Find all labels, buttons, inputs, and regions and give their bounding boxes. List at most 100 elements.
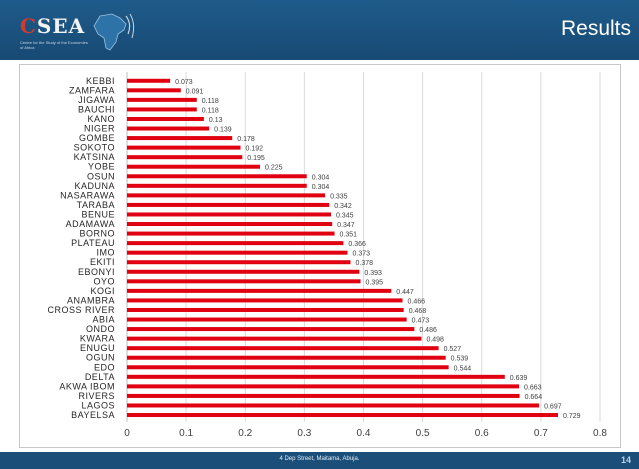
bar (127, 202, 330, 207)
category-label: JIGAWA (78, 95, 115, 105)
bar (127, 126, 210, 131)
category-label: ENUGU (80, 343, 115, 353)
category-label: GOMBE (79, 133, 115, 143)
value-label: 0.091 (186, 88, 204, 95)
value-label: 0.539 (451, 356, 469, 363)
category-label: ONDO (86, 324, 115, 334)
bars (127, 78, 559, 418)
bar (127, 145, 241, 150)
category-label: CROSS RIVER (47, 305, 115, 315)
category-label: OYO (93, 276, 115, 286)
category-label: BAUCHI (78, 104, 115, 114)
value-label: 0.447 (396, 289, 414, 296)
bar (127, 222, 333, 227)
category-label: EBONYI (78, 267, 115, 277)
category-label: BAYELSA (71, 410, 115, 420)
category-label: BORNO (79, 229, 115, 239)
bar (127, 346, 439, 351)
category-label: LAGOS (81, 400, 115, 410)
category-label: BENUE (81, 209, 115, 219)
value-label: 0.342 (334, 203, 352, 210)
chart-container: KEBBI ZAMFARA JIGAWA BAUCHI KANO NIGER GOMBE SO… (19, 64, 621, 448)
value-label: 0.178 (237, 136, 255, 143)
africa-map-icon (93, 13, 135, 51)
x-tick-label: 0.4 (357, 428, 371, 439)
x-tick-label: 0.2 (238, 428, 252, 439)
value-label: 0.073 (175, 79, 193, 86)
bar (127, 241, 344, 246)
bar (127, 250, 348, 255)
category-label: PLATEAU (71, 238, 115, 248)
category-label: IMO (97, 248, 116, 258)
bar (127, 355, 446, 360)
bar (127, 183, 307, 188)
category-label: TARABA (77, 200, 115, 210)
value-label: 0.347 (337, 222, 355, 229)
bar (127, 260, 351, 265)
x-tick-label: 0.5 (416, 428, 430, 439)
category-label: KWARA (80, 334, 115, 344)
value-label: 0.139 (214, 127, 232, 134)
value-label: 0.225 (265, 165, 283, 172)
x-tick-label: 0.7 (534, 428, 548, 439)
category-labels: KEBBIZAMFARAJIGAWABAUCHIKANONIGERGOMBESO… (47, 76, 116, 420)
footer-bar: 4 Dep Street, Maitama, Abuja. 14 (0, 452, 639, 469)
bar (127, 174, 307, 179)
value-label: 0.663 (524, 384, 542, 391)
footer-address: 4 Dep Street, Maitama, Abuja. (279, 456, 360, 462)
value-label: 0.486 (419, 327, 437, 334)
value-label: 0.527 (444, 346, 462, 353)
bar (127, 116, 204, 121)
value-label: 0.345 (336, 212, 354, 219)
value-label: 0.195 (247, 155, 265, 162)
bar (127, 231, 335, 236)
bar (127, 384, 519, 389)
bar (127, 136, 233, 141)
bar (127, 403, 540, 408)
bar (127, 97, 197, 102)
bar (127, 413, 559, 418)
value-label: 0.366 (348, 241, 366, 248)
bar (127, 193, 326, 198)
bar (127, 269, 360, 274)
bar (127, 393, 520, 398)
value-label: 0.192 (246, 146, 264, 153)
category-label: NIGER (84, 124, 115, 134)
value-label: 0.118 (202, 107, 219, 114)
value-label: 0.351 (340, 232, 358, 239)
value-label: 0.544 (454, 365, 472, 372)
bar-chart: KEBBIZAMFARAJIGAWABAUCHIKANONIGERGOMBESO… (47, 72, 607, 439)
page-title: Results (560, 17, 631, 40)
category-label: YOBE (88, 162, 115, 172)
value-label: 0.378 (355, 260, 373, 267)
category-label: NASARAWA (60, 190, 115, 200)
category-label: DELTA (85, 372, 115, 382)
bar (127, 336, 422, 341)
bar (127, 298, 403, 303)
value-label: 0.395 (366, 279, 384, 286)
header-bar: CSEA Centre for the Study of the Economi… (0, 0, 639, 60)
bar (127, 327, 415, 332)
value-label: 0.729 (563, 413, 581, 420)
category-label: EDO (94, 362, 115, 372)
bar (127, 212, 331, 217)
value-label: 0.664 (525, 394, 543, 401)
category-label: ABIA (92, 315, 115, 325)
csea-logo: CSEA Centre for the Study of the Economi… (16, 10, 136, 54)
bar (127, 307, 404, 312)
category-label: RIVERS (78, 391, 115, 401)
x-tick-label: 0 (124, 428, 130, 439)
category-label: OGUN (86, 353, 115, 363)
value-label: 0.697 (544, 403, 562, 410)
bar (127, 317, 407, 322)
x-axis-ticks: 0 0.1 0.2 0.3 0.4 0.5 0.6 0.7 0.8 (124, 428, 607, 439)
category-label: ADAMAWA (66, 219, 115, 229)
value-label: 0.118 (202, 98, 219, 105)
bar (127, 374, 505, 379)
x-tick-label: 0.3 (297, 428, 311, 439)
value-label: 0.498 (426, 337, 444, 344)
category-label: OSUN (87, 171, 115, 181)
bar (127, 155, 243, 160)
category-label: SOKOTO (74, 143, 115, 153)
category-label: ANAMBRA (67, 295, 115, 305)
